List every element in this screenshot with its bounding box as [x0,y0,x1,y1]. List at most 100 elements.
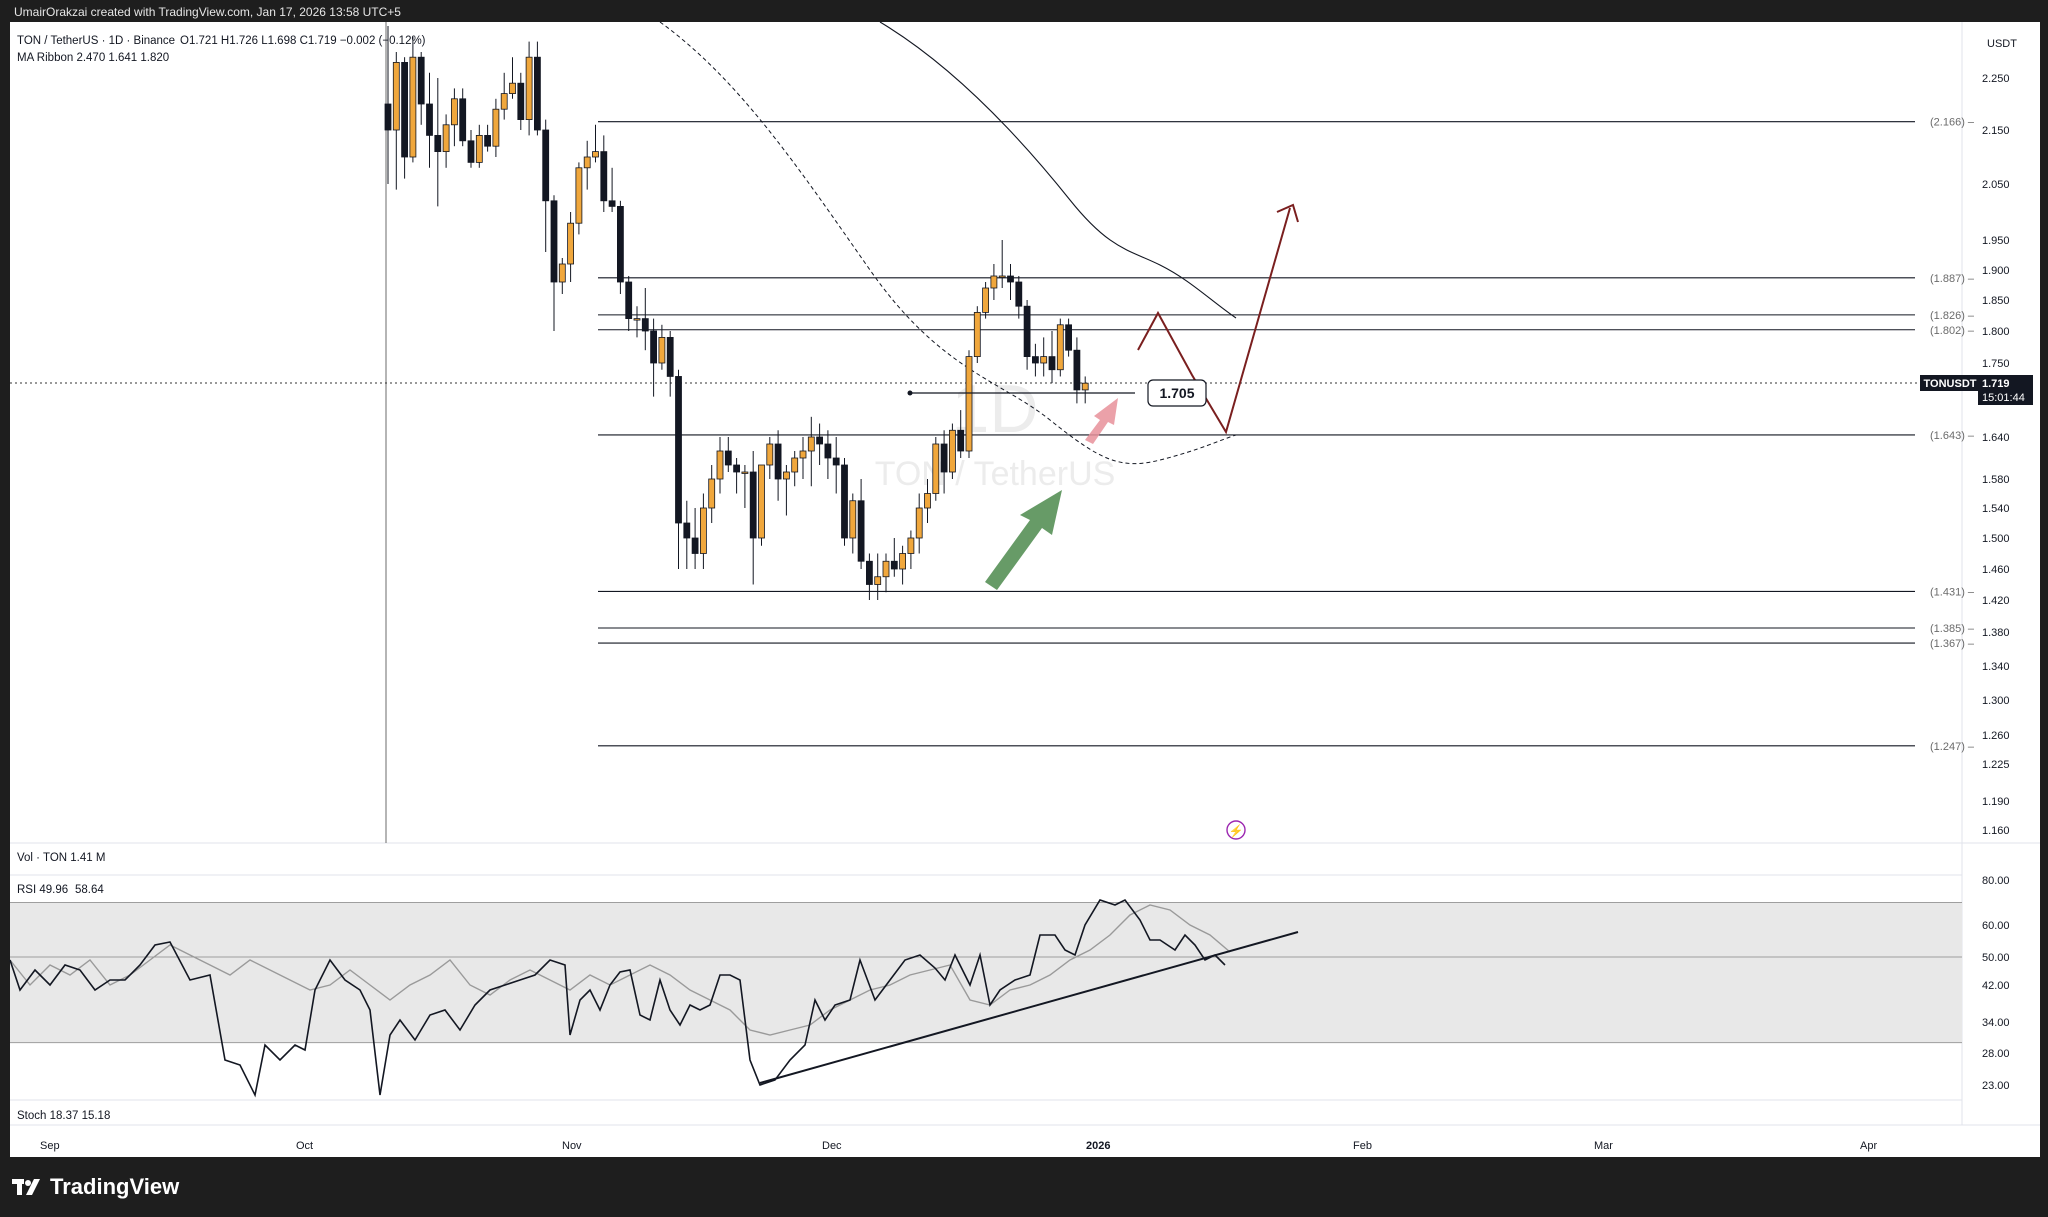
candle-down [417,56,425,105]
candle-down [691,537,699,554]
candle-down [434,134,442,152]
time-axis[interactable]: Sep Oct Nov Dec 2026 Feb Mar Apr [40,1140,1877,1152]
candle-down [675,376,682,524]
ma-ribbon-fast [659,21,1237,465]
candle-down [1032,356,1039,364]
rsi-pane [9,898,1962,1098]
rsi-tick-label: 42.00 [1982,980,2010,992]
candle-down [866,560,873,585]
red-trend-arrow [1085,398,1118,444]
price-tick-label: 1.640 [1982,432,2010,444]
horizontal-levels: (2.166) – (1.887) – (1.826) – (1.802) – (1.6… [598,117,1975,753]
candle-down [517,82,525,120]
rsi-line [9,898,1226,1098]
candle-down [534,56,541,131]
candle-up [558,263,566,283]
candle-down [1065,324,1072,351]
time-tick-label: Oct [296,1140,313,1152]
rsi-legend[interactable]: RSI 49.96 [17,884,68,896]
candle-down [600,151,608,202]
time-tick-label: Dec [822,1140,842,1152]
candle-up [442,124,450,153]
candle-down [940,443,948,473]
volume-legend[interactable]: Vol · TON 1.41 M [17,852,105,864]
price-tick-label: 1.380 [1982,627,2010,639]
event-marker-icon[interactable]: ⚡ [1226,820,1246,840]
level-label: (1.643) – [1930,430,1975,442]
svg-text:1.719: 1.719 [1982,378,2010,390]
candle-up [1056,324,1064,371]
tradingview-logo[interactable]: TradingView [12,1174,179,1200]
candle-up [1040,356,1048,364]
price-tick-label: 1.225 [1982,759,2010,771]
candle-down [1007,275,1014,283]
green-trend-arrow [985,490,1062,590]
price-callout[interactable]: 1.705 [1147,379,1207,407]
rsi-band [10,902,1962,1043]
candle-down [774,443,782,480]
candle-down [824,443,832,459]
rsi-axis[interactable]: 80.00 60.00 50.00 42.00 34.00 28.00 23.00 [1982,875,2010,1092]
candle-up [907,537,915,554]
candle-down [733,464,740,473]
candle-down [857,500,865,562]
candle-down [841,464,848,539]
candle-down [467,140,475,163]
rsi-tick-label: 28.00 [1982,1048,2010,1060]
price-tick-label: 1.850 [1982,295,2010,307]
candle-down [542,129,550,202]
watermark-name: TON / TetherUS [875,455,1116,493]
candle-up [475,134,483,163]
candle-down [401,62,409,158]
candle-up [807,436,815,452]
candle-down [459,98,467,142]
candle-down [957,429,965,452]
time-tick-label: Feb [1353,1140,1372,1152]
candle-up [409,56,417,158]
chart-credit: UmairOrakzai created with TradingView.co… [14,5,401,19]
level-label: (1.385) – [1930,623,1975,635]
tradingview-brand: TradingView [50,1174,180,1199]
time-tick-label: Apr [1860,1140,1877,1152]
candle-up [799,450,807,459]
price-axis[interactable]: 2.250 2.150 2.050 1.950 1.900 1.850 1.800 1.750… [1982,73,2010,837]
candle-up [583,156,591,169]
candle-up [766,443,774,466]
candle-down [832,457,840,466]
candle-up [973,311,981,357]
ma-ribbon-slow [879,21,1237,319]
candle-up [791,457,799,473]
candle-down [650,330,657,364]
ma-ribbon-legend[interactable]: MA Ribbon 2.470 1.641 1.820 [17,52,169,64]
candle-down [724,450,732,466]
level-label: (1.887) – [1930,273,1975,285]
candle-up [783,471,790,480]
candle-up [915,507,923,539]
price-tick-label: 1.260 [1982,730,2010,742]
candle-up [949,429,956,473]
candle-down [484,134,492,147]
watermark-interval: 1D [952,371,1039,447]
price-tick-label: 1.800 [1982,326,2010,338]
projection-arrowhead [1276,203,1299,223]
price-tick-label: 1.900 [1982,265,2010,277]
time-tick-label: Nov [562,1140,582,1152]
currency-label[interactable]: USDT [1987,38,2017,50]
candle-up [575,167,583,224]
rsi-trendline [759,931,1299,1084]
price-tick-label: 2.250 [1982,73,2010,85]
candle-up [450,98,458,126]
candle-down [641,318,649,332]
symbol-title[interactable]: TON / TetherUS · 1D · Binance [17,35,175,47]
candle-up [658,336,666,364]
candle-up [492,108,500,147]
price-tick-label: 1.540 [1982,503,2010,515]
rsi-ma-line [9,904,1231,1036]
candle-down [1023,305,1031,358]
candlestick-series [384,26,1089,600]
stoch-legend[interactable]: Stoch 18.37 15.18 [17,1110,110,1122]
price-tick-label: 1.420 [1982,595,2010,607]
level-label: (1.367) – [1930,638,1975,650]
candle-up [525,56,533,121]
